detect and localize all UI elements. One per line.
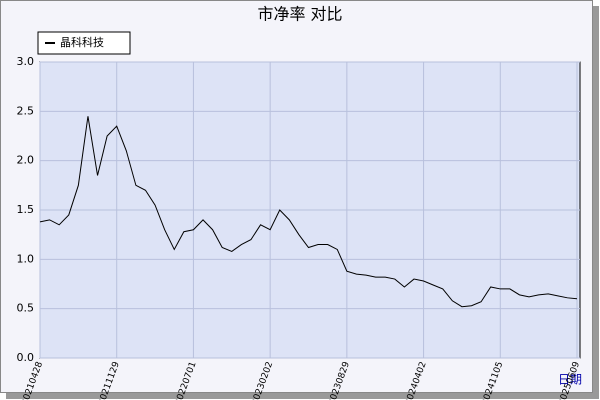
y-tick-label: 3.0 xyxy=(17,55,35,68)
chart-title: 市净率 对比 xyxy=(257,5,342,24)
y-tick-label: 0.5 xyxy=(17,302,35,315)
legend-box xyxy=(37,31,131,55)
y-tick-label: 1.5 xyxy=(17,203,35,216)
y-tick-label: 2.0 xyxy=(17,154,35,167)
shadow xyxy=(6,393,599,399)
legend-label: 晶科科技 xyxy=(60,35,104,49)
x-axis-label: 日期 xyxy=(558,373,582,387)
y-tick-label: 2.5 xyxy=(17,104,35,117)
line xyxy=(39,116,578,308)
y-tick-label: 0.0 xyxy=(17,351,35,364)
y-tick-label: 1.0 xyxy=(17,252,35,265)
shadow xyxy=(593,6,599,398)
